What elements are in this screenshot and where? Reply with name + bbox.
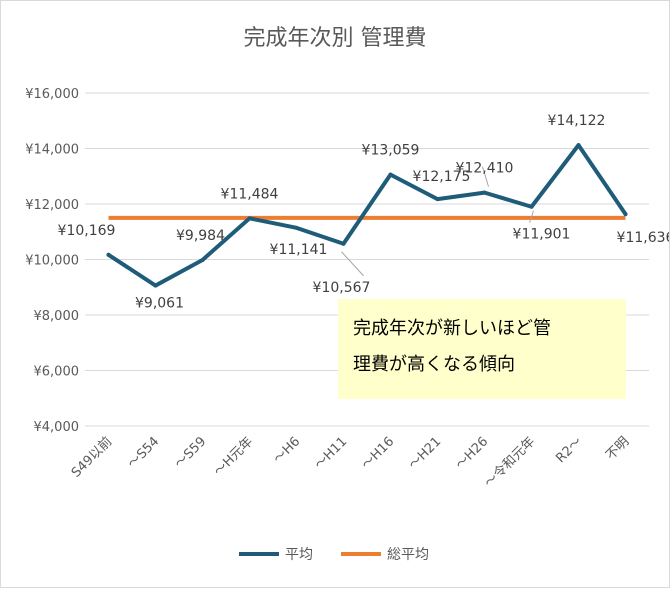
x-tick-label: ～H6 bbox=[271, 434, 304, 467]
data-label: ¥11,484 bbox=[221, 186, 279, 202]
x-tick-label: ～H11 bbox=[312, 434, 350, 472]
label-leader-line bbox=[529, 210, 534, 223]
y-axis-ticks: ¥4,000 ¥6,000 ¥8,000 ¥10,000 ¥12,000 ¥14,000 ¥… bbox=[25, 87, 79, 435]
data-point bbox=[247, 216, 252, 221]
data-label: ¥9,984 bbox=[176, 228, 225, 244]
data-point bbox=[435, 197, 440, 202]
data-point bbox=[388, 172, 393, 177]
x-tick-label: S49以前 bbox=[68, 434, 115, 481]
data-label: ¥12,175 bbox=[413, 169, 471, 185]
data-label: ¥14,122 bbox=[548, 113, 606, 129]
data-point bbox=[294, 225, 299, 230]
y-tick-label: ¥16,000 bbox=[25, 87, 79, 102]
x-tick-label: ～S59 bbox=[172, 434, 209, 471]
data-point bbox=[576, 143, 581, 148]
y-tick-label: ¥4,000 bbox=[34, 420, 80, 435]
label-leader-line bbox=[482, 166, 489, 187]
annotation-text: 理費が高くなる傾向 bbox=[353, 354, 515, 375]
data-label: ¥9,061 bbox=[135, 296, 184, 312]
data-label: ¥11,141 bbox=[270, 242, 328, 258]
chart-title: 完成年次別 管理費 bbox=[244, 26, 427, 51]
y-tick-label: ¥12,000 bbox=[25, 198, 79, 213]
data-point bbox=[200, 257, 205, 262]
data-label: ¥11,901 bbox=[513, 227, 571, 243]
annotation-background bbox=[338, 299, 626, 399]
data-point bbox=[153, 283, 158, 288]
average-line bbox=[106, 143, 628, 288]
data-label: ¥10,567 bbox=[313, 280, 371, 296]
data-label: ¥10,169 bbox=[58, 223, 116, 239]
x-tick-label: ～H26 bbox=[453, 434, 491, 472]
data-label: ¥13,059 bbox=[362, 143, 420, 159]
legend-label-average: 平均 bbox=[285, 547, 313, 563]
y-tick-label: ¥6,000 bbox=[34, 365, 80, 380]
average-series bbox=[106, 143, 628, 288]
x-tick-label: ～H元年 bbox=[211, 434, 256, 479]
data-labels: ¥10,169 ¥9,061 ¥9,984 ¥11,484 ¥11,141 ¥10,567… bbox=[58, 113, 670, 312]
x-tick-label: ～H16 bbox=[359, 434, 397, 472]
y-tick-label: ¥14,000 bbox=[25, 143, 79, 158]
label-leader-lines bbox=[341, 166, 534, 277]
x-tick-label: ～H21 bbox=[406, 434, 444, 472]
data-point bbox=[529, 204, 534, 209]
legend-label-total-average: 総平均 bbox=[387, 547, 429, 563]
x-tick-label: ～S54 bbox=[125, 434, 162, 471]
data-label: ¥12,410 bbox=[456, 161, 514, 177]
x-tick-label: 不明 bbox=[603, 434, 632, 463]
data-point bbox=[341, 241, 346, 246]
x-tick-label: R2～ bbox=[553, 434, 585, 466]
y-tick-label: ¥10,000 bbox=[25, 254, 79, 269]
y-tick-label: ¥8,000 bbox=[34, 309, 80, 324]
label-leader-line bbox=[341, 251, 364, 277]
x-tick-label: ～令和元年 bbox=[482, 434, 539, 491]
annotation-text: 完成年次が新しいほど管 bbox=[353, 318, 551, 339]
data-point bbox=[482, 190, 487, 195]
data-label: ¥11,636 bbox=[617, 230, 669, 246]
legend: 平均 総平均 bbox=[239, 547, 429, 563]
x-axis-ticks: S49以前 ～S54 ～S59 ～H元年 ～H6 ～H11 ～H16 ～H21 ～H26～令和元… bbox=[68, 434, 632, 491]
data-point bbox=[623, 212, 628, 217]
data-point bbox=[106, 252, 111, 257]
